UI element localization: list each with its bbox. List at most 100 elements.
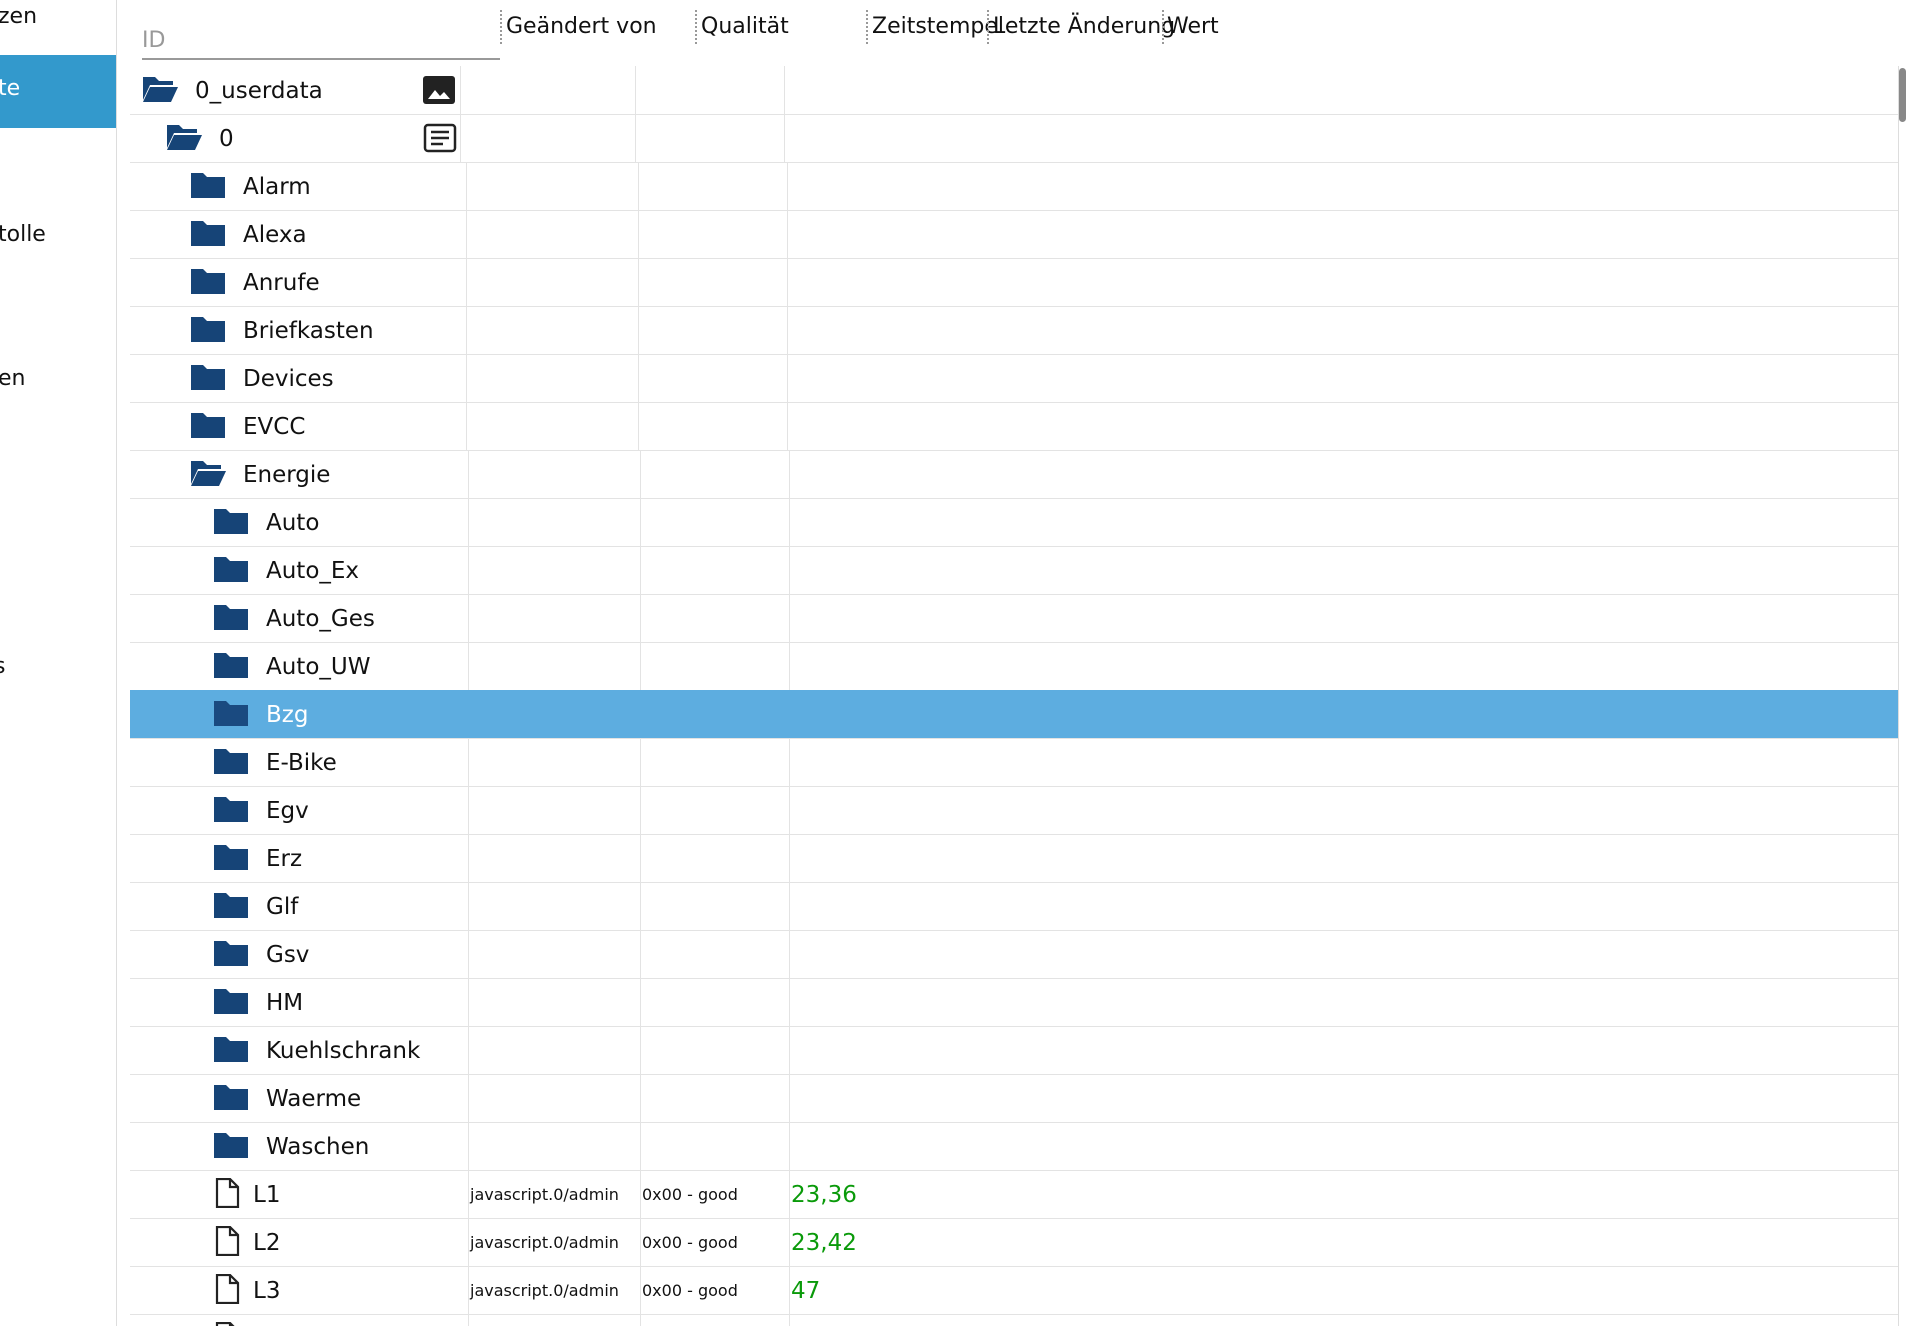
tree-row[interactable]: L2 javascript.0/admin 0x00 - good 23,42 xyxy=(130,1218,1898,1267)
cell-border xyxy=(466,162,639,210)
cell-border xyxy=(638,306,788,354)
tree-row[interactable]: Egv xyxy=(130,786,1898,835)
cell-border xyxy=(468,546,641,594)
column-header[interactable]: Letzte Änderung xyxy=(993,14,1176,39)
quality: 0x00 - good xyxy=(642,1281,738,1300)
tree-row[interactable]: L1 javascript.0/admin 0x00 - good 23,36 xyxy=(130,1170,1898,1219)
tree-row[interactable]: Devices xyxy=(130,354,1898,403)
cell-border xyxy=(640,498,790,546)
cell-border xyxy=(468,978,641,1026)
tree-row[interactable]: 0 xyxy=(130,114,1898,163)
object-name: Waschen xyxy=(266,1134,370,1160)
quality: 0x00 - good xyxy=(642,1185,738,1204)
cell-border xyxy=(130,834,469,882)
folder-icon xyxy=(214,557,248,582)
cell-border xyxy=(468,1314,641,1326)
tree-row[interactable]: Energie xyxy=(130,450,1898,499)
tree-row[interactable]: Auto_Ges xyxy=(130,594,1898,643)
object-name: Kuehlschrank xyxy=(266,1038,421,1064)
cell-border xyxy=(130,450,469,498)
object-name: Alexa xyxy=(243,222,307,248)
tree-row[interactable]: Waerme xyxy=(130,1074,1898,1123)
column-header[interactable]: Qualität xyxy=(701,14,789,39)
cell-border xyxy=(130,546,469,594)
tree-row[interactable]: Erz xyxy=(130,834,1898,883)
tree-row[interactable]: HM xyxy=(130,978,1898,1027)
cell-border xyxy=(640,1170,790,1218)
id-filter[interactable]: ID xyxy=(142,20,500,60)
sidebar-item[interactable]: te xyxy=(0,76,21,101)
tree-row[interactable]: Waschen xyxy=(130,1122,1898,1171)
folder-icon xyxy=(214,893,248,918)
cell-border xyxy=(130,1170,469,1218)
list-icon[interactable] xyxy=(422,123,458,153)
tree-row[interactable]: Bzg xyxy=(130,690,1898,739)
file-icon xyxy=(215,1274,240,1304)
sidebar-item[interactable]: en xyxy=(0,366,26,391)
cell-border xyxy=(466,306,639,354)
scroll-thumb[interactable] xyxy=(1899,68,1906,122)
folder-icon xyxy=(214,1085,248,1110)
cell-border xyxy=(130,930,469,978)
cell-border xyxy=(468,834,641,882)
cell-border xyxy=(130,114,461,162)
tree-row[interactable]: Alexa xyxy=(130,210,1898,259)
tree-row[interactable]: EVCC xyxy=(130,402,1898,451)
folder-open-icon xyxy=(143,77,178,102)
tree-row[interactable]: Auto_Ex xyxy=(130,546,1898,595)
tree-row[interactable]: Glf xyxy=(130,882,1898,931)
column-separator xyxy=(695,10,697,44)
object-name: Glf xyxy=(266,894,299,920)
cell-border xyxy=(130,306,467,354)
cell-border xyxy=(130,1314,469,1326)
cell-border xyxy=(640,1122,790,1170)
tree-row[interactable]: Alarm xyxy=(130,162,1898,211)
column-header[interactable]: Wert xyxy=(1167,14,1219,39)
file-icon xyxy=(215,1226,240,1256)
tree-row[interactable]: Gsv xyxy=(130,930,1898,979)
cell-border xyxy=(638,162,788,210)
cell-border xyxy=(638,354,788,402)
cell-border xyxy=(468,882,641,930)
folder-icon xyxy=(191,173,225,198)
tree-row[interactable]: Briefkasten xyxy=(130,306,1898,355)
folder-icon xyxy=(214,941,248,966)
column-separator xyxy=(866,10,868,44)
cell-border xyxy=(468,1266,641,1314)
column-header[interactable]: Zeitstempel xyxy=(872,14,1005,39)
sidebar-item[interactable]: tolle xyxy=(0,222,46,247)
cell-border xyxy=(640,978,790,1026)
cell-border xyxy=(130,498,469,546)
cell-border xyxy=(640,930,790,978)
cell-border xyxy=(640,738,790,786)
cell-border xyxy=(640,594,790,642)
sidebar-item[interactable]: zen xyxy=(0,4,38,29)
image-icon[interactable] xyxy=(421,75,457,105)
cell-border xyxy=(468,1074,641,1122)
id-placeholder: ID xyxy=(142,28,166,53)
scrollbar[interactable] xyxy=(1898,66,1909,1326)
tree-row[interactable]: Anrufe xyxy=(130,258,1898,307)
sidebar-item[interactable]: s xyxy=(0,654,5,679)
folder-icon xyxy=(214,845,248,870)
quality: 0x00 - good xyxy=(642,1233,738,1252)
cell-border xyxy=(640,450,790,498)
cell-border xyxy=(468,738,641,786)
cell-border xyxy=(640,786,790,834)
tree-row[interactable]: E-Bike xyxy=(130,738,1898,787)
cell-border xyxy=(130,402,467,450)
column-header[interactable]: Geändert von xyxy=(506,14,657,39)
column-separator xyxy=(1162,10,1164,44)
cell-border xyxy=(130,210,467,258)
object-name: Auto xyxy=(266,510,320,536)
tree-row[interactable]: 0_userdata xyxy=(130,66,1898,115)
tree-row[interactable]: Auto xyxy=(130,498,1898,547)
tree-row[interactable] xyxy=(130,1314,1898,1326)
cell-border xyxy=(640,1218,790,1266)
cell-border xyxy=(635,66,785,114)
tree-row[interactable]: Kuehlschrank xyxy=(130,1026,1898,1075)
tree-row[interactable]: L3 javascript.0/admin 0x00 - good 47 xyxy=(130,1266,1898,1315)
tree-row[interactable]: Auto_UW xyxy=(130,642,1898,691)
cell-border xyxy=(468,1170,641,1218)
